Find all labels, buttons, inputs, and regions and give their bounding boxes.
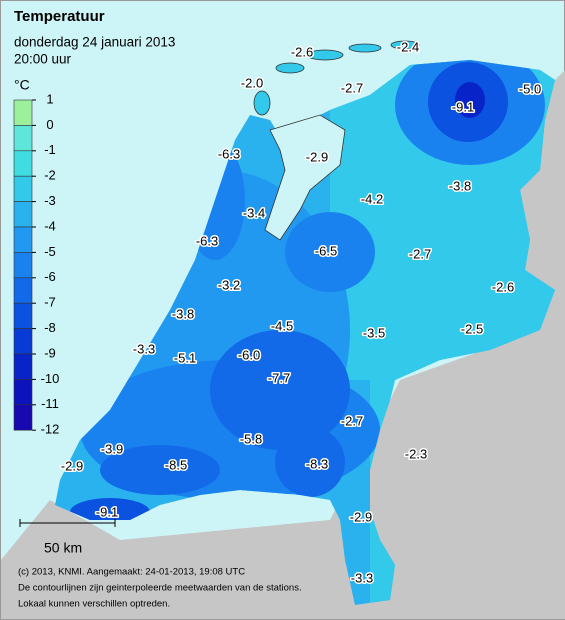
- station-value: -6.3: [218, 146, 240, 161]
- station-value: -2.7: [409, 246, 431, 261]
- station-value: -2.3: [405, 446, 427, 461]
- legend-swatch: [13, 379, 33, 406]
- station-value: -9.1: [452, 99, 474, 114]
- legend-swatch: [13, 302, 33, 329]
- station-value: -2.9: [350, 509, 372, 524]
- station-value: -2.7: [341, 413, 363, 428]
- legend-swatch: [13, 277, 33, 304]
- station-value: -5.8: [240, 431, 262, 446]
- time: 20:00 uur: [14, 52, 72, 67]
- station-value: -7.7: [268, 370, 290, 385]
- station-value: -3.4: [243, 205, 265, 220]
- scale-label: 50 km: [44, 540, 82, 556]
- foreign-land: [520, 70, 565, 330]
- station-value: -4.2: [361, 191, 383, 206]
- legend-tick-label: 0: [46, 117, 53, 132]
- footer-line: De contourlijnen zijn geinterpoleerde me…: [18, 583, 302, 594]
- station-value: -2.9: [61, 458, 83, 473]
- station-value: -6.0: [238, 347, 260, 362]
- scale-bar: [19, 519, 116, 527]
- station-value: -2.6: [492, 279, 514, 294]
- stations: -2.6 -2.4 -2.0 -2.7 -9.1 -5.0 -6.3 -2.9 -3.8 -4.2…: [59, 38, 542, 587]
- legend-swatch: [13, 125, 33, 152]
- station-value: -2.9: [306, 149, 328, 164]
- station-value: -3.2: [218, 277, 240, 292]
- legend-tick-label: -1: [44, 142, 56, 157]
- legend-swatch: [13, 201, 33, 228]
- legend-tick-label: -12: [41, 422, 60, 437]
- legend-swatch: [13, 175, 33, 202]
- station-value: -5.1: [174, 350, 196, 365]
- wadden-islands: [253, 40, 420, 116]
- legend-swatch: [13, 404, 33, 431]
- station-value: -2.6: [291, 44, 313, 59]
- foreign-land: [1, 300, 565, 619]
- legend-tick-label: -9: [44, 345, 56, 360]
- footer-line: Lokaal kunnen verschillen optreden.: [18, 599, 170, 610]
- legend-tick-label: 1: [46, 91, 53, 106]
- legend-tick-label: -3: [44, 193, 56, 208]
- legend-swatch: [13, 226, 33, 253]
- station-value: -2.5: [461, 321, 483, 336]
- station-value: -8.5: [165, 457, 187, 472]
- station-value: -3.3: [351, 570, 373, 585]
- legend-tick-label: -11: [41, 396, 59, 411]
- legend-swatch: [13, 328, 33, 355]
- station-value: -5.0: [519, 81, 541, 96]
- station-value: -4.5: [271, 318, 293, 333]
- legend-tick-label: -8: [44, 320, 56, 335]
- legend-tick-label: -4: [44, 218, 56, 233]
- station-value: -6.3: [196, 233, 218, 248]
- legend-tick-label: -5: [44, 244, 56, 259]
- footer-line: (c) 2013, KNMI. Aangemaakt: 24-01-2013, …: [18, 567, 245, 578]
- station-value: -9.1: [96, 504, 118, 519]
- legend-tick-label: -2: [44, 168, 56, 183]
- legend: 1 0 -1 -2 -3 -4 -5 -6 -7 -8 -9 -10 -11 -12: [13, 91, 60, 437]
- legend-tick-label: -7: [44, 295, 56, 310]
- station-value: -2.4: [397, 39, 419, 54]
- station-value: -2.0: [241, 75, 263, 90]
- legend-swatch: [13, 150, 33, 177]
- station-value: -3.8: [172, 306, 194, 321]
- station-value: -2.7: [341, 80, 363, 95]
- legend-tick-label: -10: [41, 371, 60, 386]
- station-value: -6.5: [315, 243, 337, 258]
- date: donderdag 24 januari 2013: [14, 35, 175, 50]
- legend-unit: °C: [14, 77, 30, 93]
- legend-tick-label: -6: [44, 269, 56, 284]
- ijsselmeer: [264, 114, 346, 241]
- station-value: -3.9: [101, 441, 123, 456]
- title-block: Temperatuur donderdag 24 januari 2013 20…: [14, 8, 175, 93]
- station-value: -3.5: [363, 325, 385, 340]
- station-value: -8.3: [306, 456, 328, 471]
- legend-swatch: [13, 252, 33, 279]
- legend-swatch: [13, 99, 33, 126]
- station-value: -3.8: [449, 178, 471, 193]
- title: Temperatuur: [14, 8, 105, 25]
- legend-swatch: [13, 353, 33, 380]
- station-value: -3.3: [133, 341, 155, 356]
